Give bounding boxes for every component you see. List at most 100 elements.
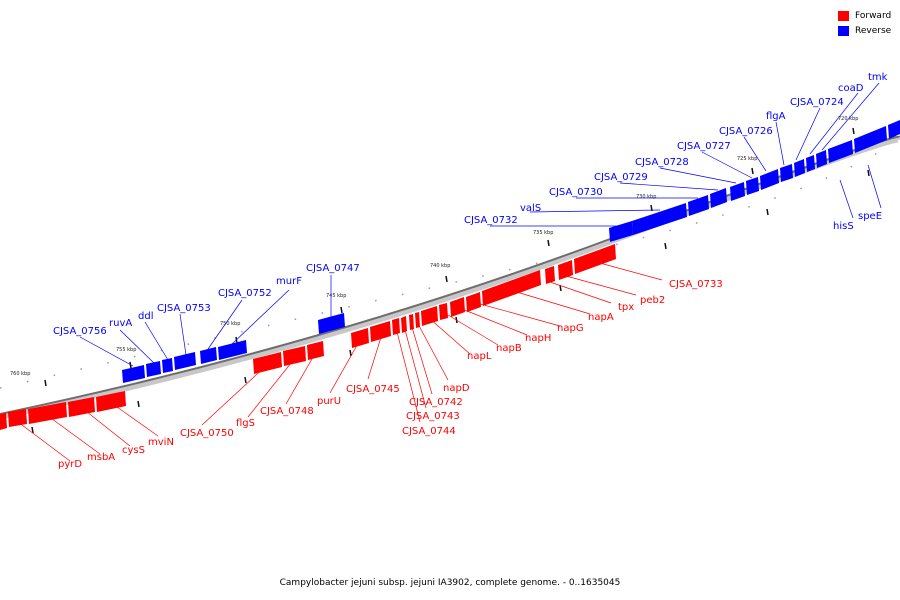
gene-label: CJSA_0744 — [402, 426, 456, 437]
leader-line — [839, 179, 854, 219]
gene-label: flgS — [236, 418, 255, 429]
gene-label: CJSA_0727 — [677, 141, 731, 152]
gene-label: CJSA_0747 — [306, 263, 360, 274]
gene-box-forward — [421, 306, 438, 326]
tick-label: 740 kbp — [430, 263, 450, 269]
tick-mark — [867, 169, 870, 177]
tick-mark — [137, 400, 140, 408]
tick-mark — [766, 208, 769, 216]
leader-line — [428, 317, 471, 355]
gene-box-reverse — [806, 155, 815, 172]
gene-label: CJSA_0742 — [409, 397, 463, 408]
gene-label: CJSA_0726 — [719, 126, 773, 137]
leader-line — [201, 363, 269, 426]
gene-label: CJSA_0745 — [346, 384, 400, 395]
gene-box-reverse — [746, 177, 759, 195]
gene-label: purU — [317, 396, 341, 407]
gene-label: tpx — [618, 302, 634, 313]
tick-mark — [547, 239, 550, 247]
gene-box-reverse — [780, 164, 793, 182]
gene-label: peb2 — [640, 295, 665, 306]
gene-box-forward — [68, 397, 95, 417]
gene-box-reverse — [688, 195, 709, 216]
gene-label: CJSA_0753 — [157, 303, 211, 314]
legend: Forward Reverse — [838, 8, 891, 38]
gene-box-reverse — [854, 126, 887, 153]
leader-line — [231, 289, 290, 345]
tick-marks — [31, 127, 870, 434]
gene-box-reverse — [318, 313, 345, 334]
gene-box-forward — [283, 346, 306, 366]
backbone-shadow — [0, 137, 900, 420]
gene-box-reverse — [122, 365, 145, 383]
gene-label: cysS — [122, 445, 145, 456]
leader-line — [109, 401, 159, 437]
leader-line — [247, 357, 296, 418]
leader-line — [81, 407, 131, 447]
leader-line — [743, 136, 767, 172]
gene-label: pyrD — [58, 459, 82, 470]
reverse-leader-lines — [79, 82, 882, 367]
leader-line — [867, 164, 882, 209]
leader-line — [619, 182, 719, 191]
leader-line — [701, 151, 753, 179]
gene-label: CJSA_0729 — [594, 172, 648, 183]
gene-box-reverse — [632, 203, 687, 235]
gene-box-reverse — [730, 182, 745, 201]
gene-label: flgA — [766, 111, 786, 122]
leader-line — [509, 289, 591, 315]
gene-box-reverse — [794, 159, 805, 177]
gene-box-forward — [545, 266, 555, 284]
gene-label: napL — [467, 351, 492, 362]
gene-label: CJSA_0743 — [406, 411, 460, 422]
leader-line — [285, 351, 317, 405]
gene-box-reverse — [828, 140, 853, 163]
gene-label: speE — [858, 211, 882, 222]
gene-box-forward — [401, 316, 407, 333]
gene-box-forward — [409, 314, 414, 330]
leader-line — [659, 167, 737, 184]
gene-label: CJSA_0756 — [53, 326, 107, 337]
legend-reverse: Reverse — [838, 23, 891, 38]
tick-mark — [445, 275, 448, 283]
tick-label: 745 kbp — [326, 293, 346, 299]
legend-forward: Forward — [838, 8, 891, 23]
gene-box-forward — [482, 270, 541, 306]
gene-label: CJSA_0748 — [260, 406, 314, 417]
leader-line — [410, 323, 433, 395]
leader-line — [821, 82, 880, 151]
forward-strand-genes — [0, 244, 616, 430]
gene-label: CJSA_0728 — [635, 157, 689, 168]
tick-label: 735 kbp — [533, 230, 553, 236]
leader-line — [565, 275, 637, 296]
gene-label: CJSA_0750 — [180, 428, 234, 439]
leader-line — [549, 281, 612, 304]
gene-box-reverse — [146, 361, 161, 377]
gene-label: CJSA_0730 — [549, 187, 603, 198]
gene-label: napG — [557, 323, 584, 334]
tick-mark — [31, 426, 34, 434]
leader-line — [144, 321, 169, 361]
leader-line — [809, 92, 859, 155]
leader-line — [775, 121, 785, 166]
gene-box-forward — [574, 244, 616, 274]
leader-line — [456, 306, 528, 336]
gene-label: valS — [520, 203, 541, 214]
gene-label: mviN — [148, 437, 174, 448]
tick-mark — [559, 284, 562, 292]
leader-line — [47, 415, 101, 455]
leader-line — [367, 333, 383, 380]
gene-box-reverse — [760, 169, 779, 190]
tick-mark — [349, 349, 352, 357]
tick-mark — [244, 376, 247, 384]
leader-line — [207, 299, 243, 350]
gene-box-reverse — [174, 352, 196, 370]
gene-label: CJSA_0752 — [218, 288, 272, 299]
tick-label: 730 kbp — [636, 194, 656, 200]
gene-label: CJSA_0732 — [464, 215, 518, 226]
gene-box-forward — [439, 303, 448, 320]
gene-box-forward — [558, 260, 573, 280]
tick-label: 725 kbp — [737, 156, 757, 162]
forward-gene-labels: CJSA_0733 peb2 tpx napA napG napH napB n… — [58, 279, 723, 470]
legend-forward-label: Forward — [855, 10, 892, 21]
